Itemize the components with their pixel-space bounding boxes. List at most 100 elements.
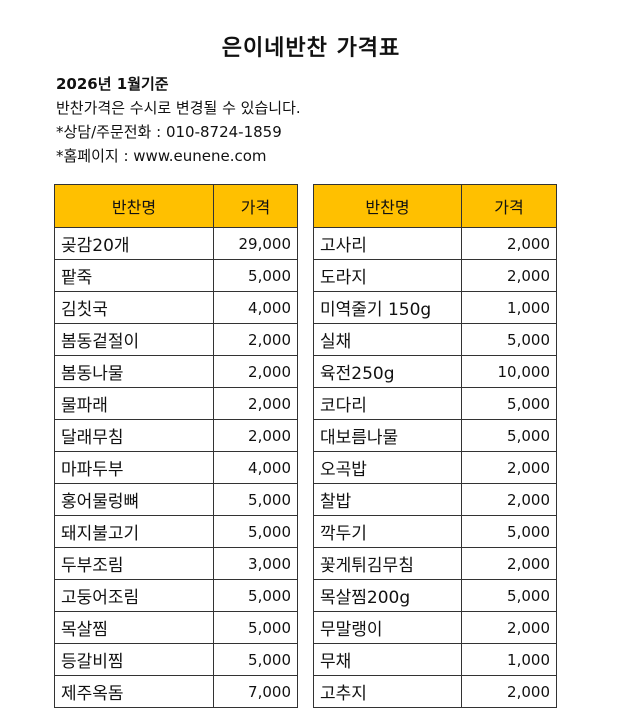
dish-price: 1,000 (461, 291, 557, 324)
table-row: 실채 5,000 (313, 323, 557, 356)
dish-price: 5,000 (461, 323, 557, 356)
dish-name: 홍어물렁뼈 (54, 483, 214, 516)
dish-name: 도라지 (313, 259, 462, 292)
dish-price: 29,000 (213, 227, 298, 260)
table-row: 무말랭이 2,000 (313, 611, 557, 644)
dish-name: 대보름나물 (313, 419, 462, 452)
table-row: 도라지 2,000 (313, 259, 557, 292)
dish-name: 봄동나물 (54, 355, 214, 388)
price-change-notice: 반찬가격은 수시로 변경될 수 있습니다. (56, 99, 301, 117)
table-row: 돼지불고기 5,000 (54, 515, 298, 548)
column-header-name: 반찬명 (54, 184, 214, 228)
dish-name: 고추지 (313, 675, 462, 708)
table-row: 달래무침 2,000 (54, 419, 298, 452)
price-table-left: 반찬명 가격 곶감20개 29,000 팥죽 5,000 김칫국 4,000 봄동겉절이 2,… (54, 184, 298, 708)
dish-name: 미역줄기 150g (313, 291, 462, 324)
phone-info: *상담/주문전화 : 010-8724-1859 (56, 123, 282, 141)
page-title: 은이네반찬 가격표 (221, 36, 401, 61)
dish-price: 5,000 (213, 515, 298, 548)
dish-price: 5,000 (461, 579, 557, 612)
dish-name: 고사리 (313, 227, 462, 260)
dish-price: 2,000 (461, 259, 557, 292)
dish-price: 5,000 (461, 515, 557, 548)
dish-name: 깍두기 (313, 515, 462, 548)
dish-price: 5,000 (213, 259, 298, 292)
dish-name: 찰밥 (313, 483, 462, 516)
price-table-right: 반찬명 가격 고사리 2,000 도라지 2,000 미역줄기 150g 1,000 실채 5… (313, 184, 557, 708)
dish-price: 2,000 (213, 387, 298, 420)
dish-name: 꽃게튀김무침 (313, 547, 462, 580)
dish-price: 2,000 (213, 419, 298, 452)
table-row: 코다리 5,000 (313, 387, 557, 420)
dish-price: 5,000 (461, 419, 557, 452)
dish-price: 2,000 (461, 227, 557, 260)
table-row: 봄동나물 2,000 (54, 355, 298, 388)
dish-price: 2,000 (213, 323, 298, 356)
column-header-name: 반찬명 (313, 184, 462, 228)
homepage-info: *홈페이지 : www.eunene.com (56, 147, 267, 165)
dish-price: 7,000 (213, 675, 298, 708)
dish-name: 고둥어조림 (54, 579, 214, 612)
table-row: 오곡밥 2,000 (313, 451, 557, 484)
dish-name: 봄동겉절이 (54, 323, 214, 356)
dish-price: 5,000 (213, 643, 298, 676)
table-row: 홍어물렁뼈 5,000 (54, 483, 298, 516)
table-row: 찰밥 2,000 (313, 483, 557, 516)
dish-name: 곶감20개 (54, 227, 214, 260)
table-header-row: 반찬명 가격 (54, 184, 298, 228)
dish-price: 3,000 (213, 547, 298, 580)
table-row: 고둥어조림 5,000 (54, 579, 298, 612)
table-row: 육전250g 10,000 (313, 355, 557, 388)
table-header-row: 반찬명 가격 (313, 184, 557, 228)
dish-name: 제주옥돔 (54, 675, 214, 708)
dish-name: 목살찜200g (313, 579, 462, 612)
dish-name: 마파두부 (54, 451, 214, 484)
price-table-right-body: 고사리 2,000 도라지 2,000 미역줄기 150g 1,000 실채 5,000 육전2… (313, 227, 557, 708)
dish-price: 2,000 (461, 483, 557, 516)
table-row: 깍두기 5,000 (313, 515, 557, 548)
dish-price: 2,000 (461, 451, 557, 484)
table-row: 김칫국 4,000 (54, 291, 298, 324)
dish-price: 2,000 (461, 547, 557, 580)
table-row: 미역줄기 150g 1,000 (313, 291, 557, 324)
table-row: 고사리 2,000 (313, 227, 557, 260)
dish-name: 팥죽 (54, 259, 214, 292)
dish-price: 5,000 (213, 611, 298, 644)
dish-name: 코다리 (313, 387, 462, 420)
table-row: 마파두부 4,000 (54, 451, 298, 484)
dish-name: 목살찜 (54, 611, 214, 644)
dish-name: 돼지불고기 (54, 515, 214, 548)
dish-price: 4,000 (213, 451, 298, 484)
dish-name: 물파래 (54, 387, 214, 420)
dish-price: 10,000 (461, 355, 557, 388)
table-row: 제주옥돔 7,000 (54, 675, 298, 708)
dish-name: 김칫국 (54, 291, 214, 324)
table-row: 팥죽 5,000 (54, 259, 298, 292)
dish-name: 실채 (313, 323, 462, 356)
price-table-left-body: 곶감20개 29,000 팥죽 5,000 김칫국 4,000 봄동겉절이 2,000 봄동나물… (54, 227, 298, 708)
column-header-price: 가격 (213, 184, 298, 228)
table-row: 목살찜200g 5,000 (313, 579, 557, 612)
price-date-subtitle: 2026년 1월기준 (56, 75, 169, 93)
dish-price: 4,000 (213, 291, 298, 324)
table-row: 두부조림 3,000 (54, 547, 298, 580)
table-row: 목살찜 5,000 (54, 611, 298, 644)
dish-name: 두부조림 (54, 547, 214, 580)
table-row: 봄동겉절이 2,000 (54, 323, 298, 356)
table-row: 꽃게튀김무침 2,000 (313, 547, 557, 580)
table-row: 물파래 2,000 (54, 387, 298, 420)
table-row: 무채 1,000 (313, 643, 557, 676)
dish-price: 2,000 (461, 675, 557, 708)
table-row: 곶감20개 29,000 (54, 227, 298, 260)
dish-name: 달래무침 (54, 419, 214, 452)
table-row: 고추지 2,000 (313, 675, 557, 708)
info-block: 2026년 1월기준 반찬가격은 수시로 변경될 수 있습니다. *상담/주문전… (56, 72, 301, 168)
column-header-price: 가격 (461, 184, 557, 228)
dish-name: 오곡밥 (313, 451, 462, 484)
dish-name: 등갈비찜 (54, 643, 214, 676)
table-row: 대보름나물 5,000 (313, 419, 557, 452)
dish-price: 1,000 (461, 643, 557, 676)
table-row: 등갈비찜 5,000 (54, 643, 298, 676)
dish-name: 육전250g (313, 355, 462, 388)
dish-price: 5,000 (213, 579, 298, 612)
